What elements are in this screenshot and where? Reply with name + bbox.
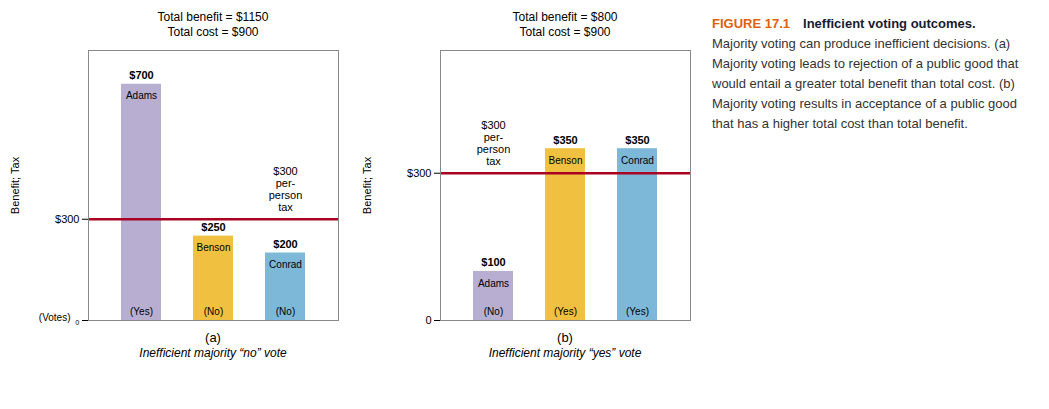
svg-text:Adams: Adams <box>478 278 509 289</box>
svg-text:(Yes): (Yes) <box>626 306 649 317</box>
svg-text:(No): (No) <box>484 306 503 317</box>
svg-text:$200: $200 <box>273 238 297 250</box>
html-text:Majority voting can produce in: Majority voting can produce inefficient … <box>712 36 1019 131</box>
html-text:Inefficient majority “yes” vot: Inefficient majority “yes” vote <box>488 346 642 360</box>
svg-text:(Yes): (Yes) <box>554 306 577 317</box>
svg-text:(No): (No) <box>276 306 295 317</box>
svg-text:$100: $100 <box>481 256 505 268</box>
svg-text:₀: ₀ <box>75 314 80 326</box>
svg-text:$250: $250 <box>201 221 225 233</box>
svg-text:Benson: Benson <box>197 242 231 253</box>
svg-text:$300: $300 <box>407 167 431 179</box>
html-text:(b): (b) <box>557 330 573 345</box>
svg-text:$350: $350 <box>625 134 649 146</box>
svg-text:(Votes): (Votes) <box>39 312 71 323</box>
html-text:(a): (a) <box>205 330 221 345</box>
svg-text:$700: $700 <box>129 69 153 81</box>
svg-text:Benson: Benson <box>549 155 583 166</box>
svg-text:(Yes): (Yes) <box>130 306 153 317</box>
html-text:FIGURE 17.1: FIGURE 17.1 <box>712 16 790 31</box>
svg-text:0: 0 <box>425 314 431 326</box>
svg-text:Benefit; Tax: Benefit; Tax <box>9 156 21 214</box>
svg-text:Conrad: Conrad <box>621 155 654 166</box>
svg-text:$300: $300 <box>55 213 79 225</box>
html-text:Inefficient voting outcomes.: Inefficient voting outcomes. <box>803 16 976 31</box>
html-text:Inefficient majority “no” vote: Inefficient majority “no” vote <box>139 346 287 360</box>
svg-text:Conrad: Conrad <box>269 259 302 270</box>
html-text:Total benefit = $800: Total benefit = $800 <box>512 10 618 24</box>
svg-text:Benefit; Tax: Benefit; Tax <box>361 156 373 214</box>
html-text:Total cost = $900: Total cost = $900 <box>167 25 259 39</box>
svg-text:$350: $350 <box>553 134 577 146</box>
svg-text:(No): (No) <box>204 306 223 317</box>
svg-text:$300per-persontax: $300per-persontax <box>477 119 511 167</box>
svg-text:$300per-persontax: $300per-persontax <box>269 165 303 213</box>
svg-text:Adams: Adams <box>126 90 157 101</box>
html-text:Total benefit = $1150: Total benefit = $1150 <box>157 10 269 24</box>
html-text:Total cost = $900: Total cost = $900 <box>519 25 611 39</box>
